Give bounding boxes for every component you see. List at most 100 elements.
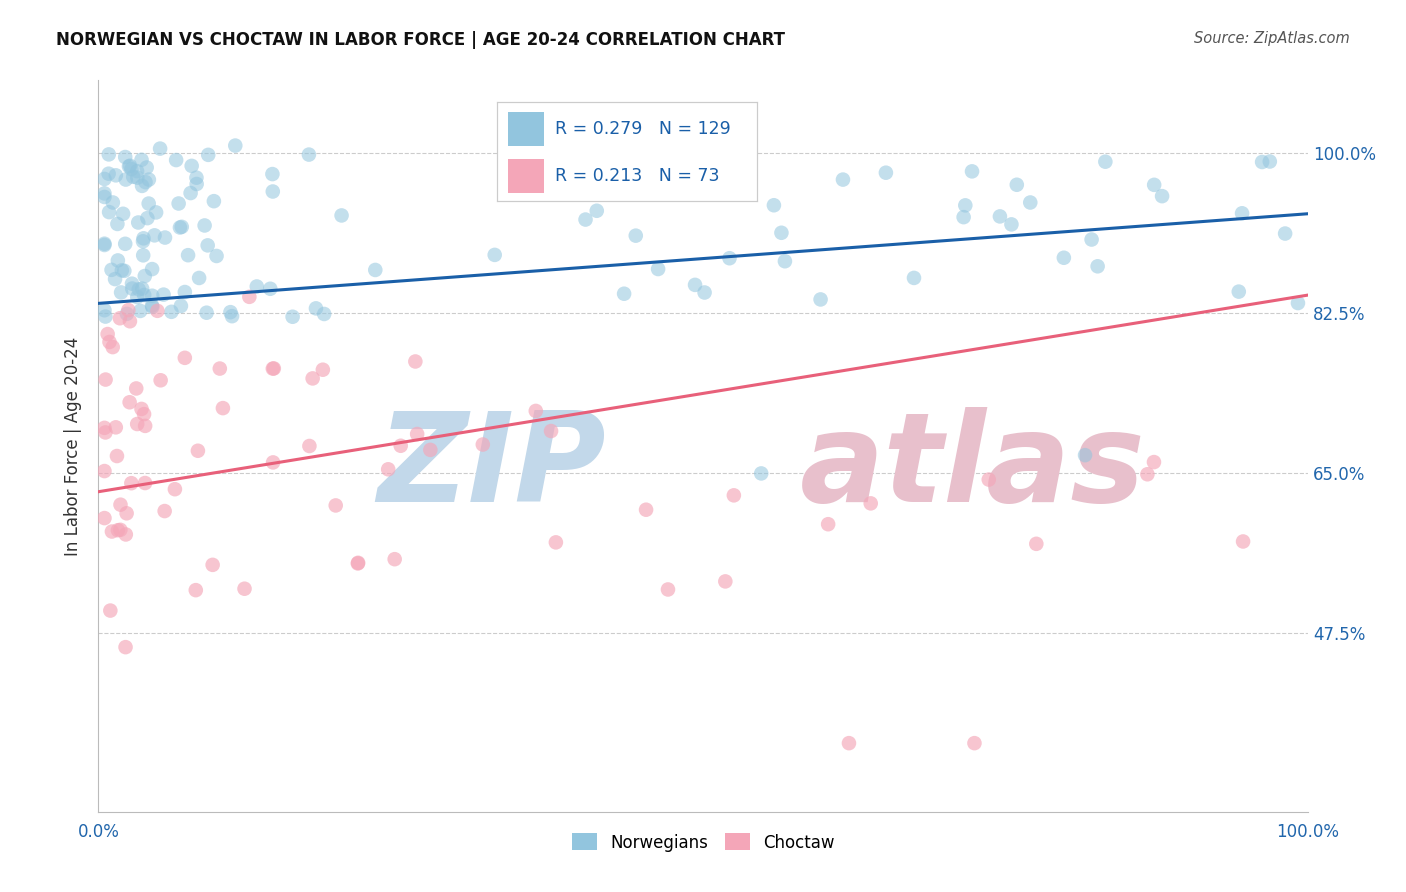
Point	[170, 299, 193, 313]
Point	[135, 161, 157, 175]
Point	[170, 219, 193, 234]
Point	[118, 159, 141, 173]
Point	[117, 303, 139, 318]
Point	[693, 285, 716, 300]
Point	[104, 272, 127, 286]
Point	[101, 340, 124, 354]
Point	[502, 162, 524, 177]
Point	[165, 153, 187, 167]
Point	[146, 303, 169, 318]
Point	[955, 198, 977, 212]
Point	[314, 307, 336, 321]
Point	[153, 504, 176, 518]
Point	[132, 231, 155, 245]
Point	[1000, 218, 1022, 232]
Point	[107, 523, 129, 537]
Point	[129, 304, 152, 318]
Point	[312, 362, 335, 376]
Point	[810, 293, 832, 307]
Point	[647, 262, 669, 277]
Point	[93, 303, 115, 318]
Point	[97, 167, 120, 181]
Point	[121, 162, 143, 177]
Point	[186, 177, 208, 191]
Text: Source: ZipAtlas.com: Source: ZipAtlas.com	[1194, 31, 1350, 46]
Point	[101, 524, 124, 539]
Point	[262, 185, 284, 199]
Point	[773, 254, 796, 268]
Point	[325, 499, 347, 513]
Point	[132, 235, 155, 249]
Point	[574, 212, 596, 227]
Point	[125, 381, 148, 395]
Point	[115, 506, 138, 520]
Point	[1286, 296, 1309, 310]
Point	[298, 439, 321, 453]
Point	[305, 301, 328, 316]
Point	[177, 248, 200, 262]
Point	[524, 404, 547, 418]
Point	[186, 170, 208, 185]
Text: ZIP: ZIP	[378, 408, 606, 528]
Point	[723, 488, 745, 502]
Point	[224, 138, 246, 153]
Point	[683, 277, 706, 292]
Point	[131, 401, 153, 416]
Point	[134, 418, 156, 433]
Point	[118, 314, 141, 328]
Point	[262, 361, 284, 376]
Point	[138, 172, 160, 186]
Point	[960, 164, 983, 178]
Point	[404, 354, 426, 368]
Point	[384, 552, 406, 566]
Point	[125, 164, 148, 178]
Point	[613, 286, 636, 301]
Point	[195, 306, 218, 320]
Point	[1053, 251, 1076, 265]
Point	[875, 166, 897, 180]
Point	[330, 209, 353, 223]
Point	[281, 310, 304, 324]
Point	[1143, 455, 1166, 469]
Point	[134, 476, 156, 491]
Point	[141, 289, 163, 303]
Point	[110, 523, 132, 537]
Point	[221, 309, 243, 323]
Point	[832, 172, 855, 186]
Point	[197, 238, 219, 252]
Point	[233, 582, 256, 596]
Point	[188, 271, 211, 285]
Point	[585, 203, 607, 218]
Point	[406, 427, 429, 442]
Point	[770, 226, 793, 240]
Point	[762, 198, 785, 212]
Point	[194, 219, 217, 233]
Point	[111, 263, 134, 277]
Point	[97, 326, 120, 341]
Point	[131, 153, 153, 167]
Point	[301, 371, 323, 385]
Point	[128, 282, 150, 296]
Point	[141, 300, 163, 314]
Point	[1087, 260, 1109, 274]
Point	[212, 401, 235, 416]
Point	[118, 395, 141, 409]
Point	[263, 361, 285, 376]
Point	[94, 373, 117, 387]
Point	[988, 210, 1011, 224]
Point	[132, 407, 155, 421]
Point	[180, 186, 202, 200]
Point	[471, 437, 494, 451]
Point	[1227, 285, 1250, 299]
Point	[624, 228, 647, 243]
Legend: Norwegians, Choctaw: Norwegians, Choctaw	[565, 827, 841, 858]
Point	[838, 736, 860, 750]
Point	[540, 424, 562, 438]
Text: NORWEGIAN VS CHOCTAW IN LABOR FORCE | AGE 20-24 CORRELATION CHART: NORWEGIAN VS CHOCTAW IN LABOR FORCE | AG…	[56, 31, 785, 49]
Point	[112, 264, 135, 278]
Point	[544, 535, 567, 549]
Point	[1274, 227, 1296, 241]
Point	[389, 439, 412, 453]
Point	[141, 262, 163, 277]
Point	[114, 640, 136, 655]
